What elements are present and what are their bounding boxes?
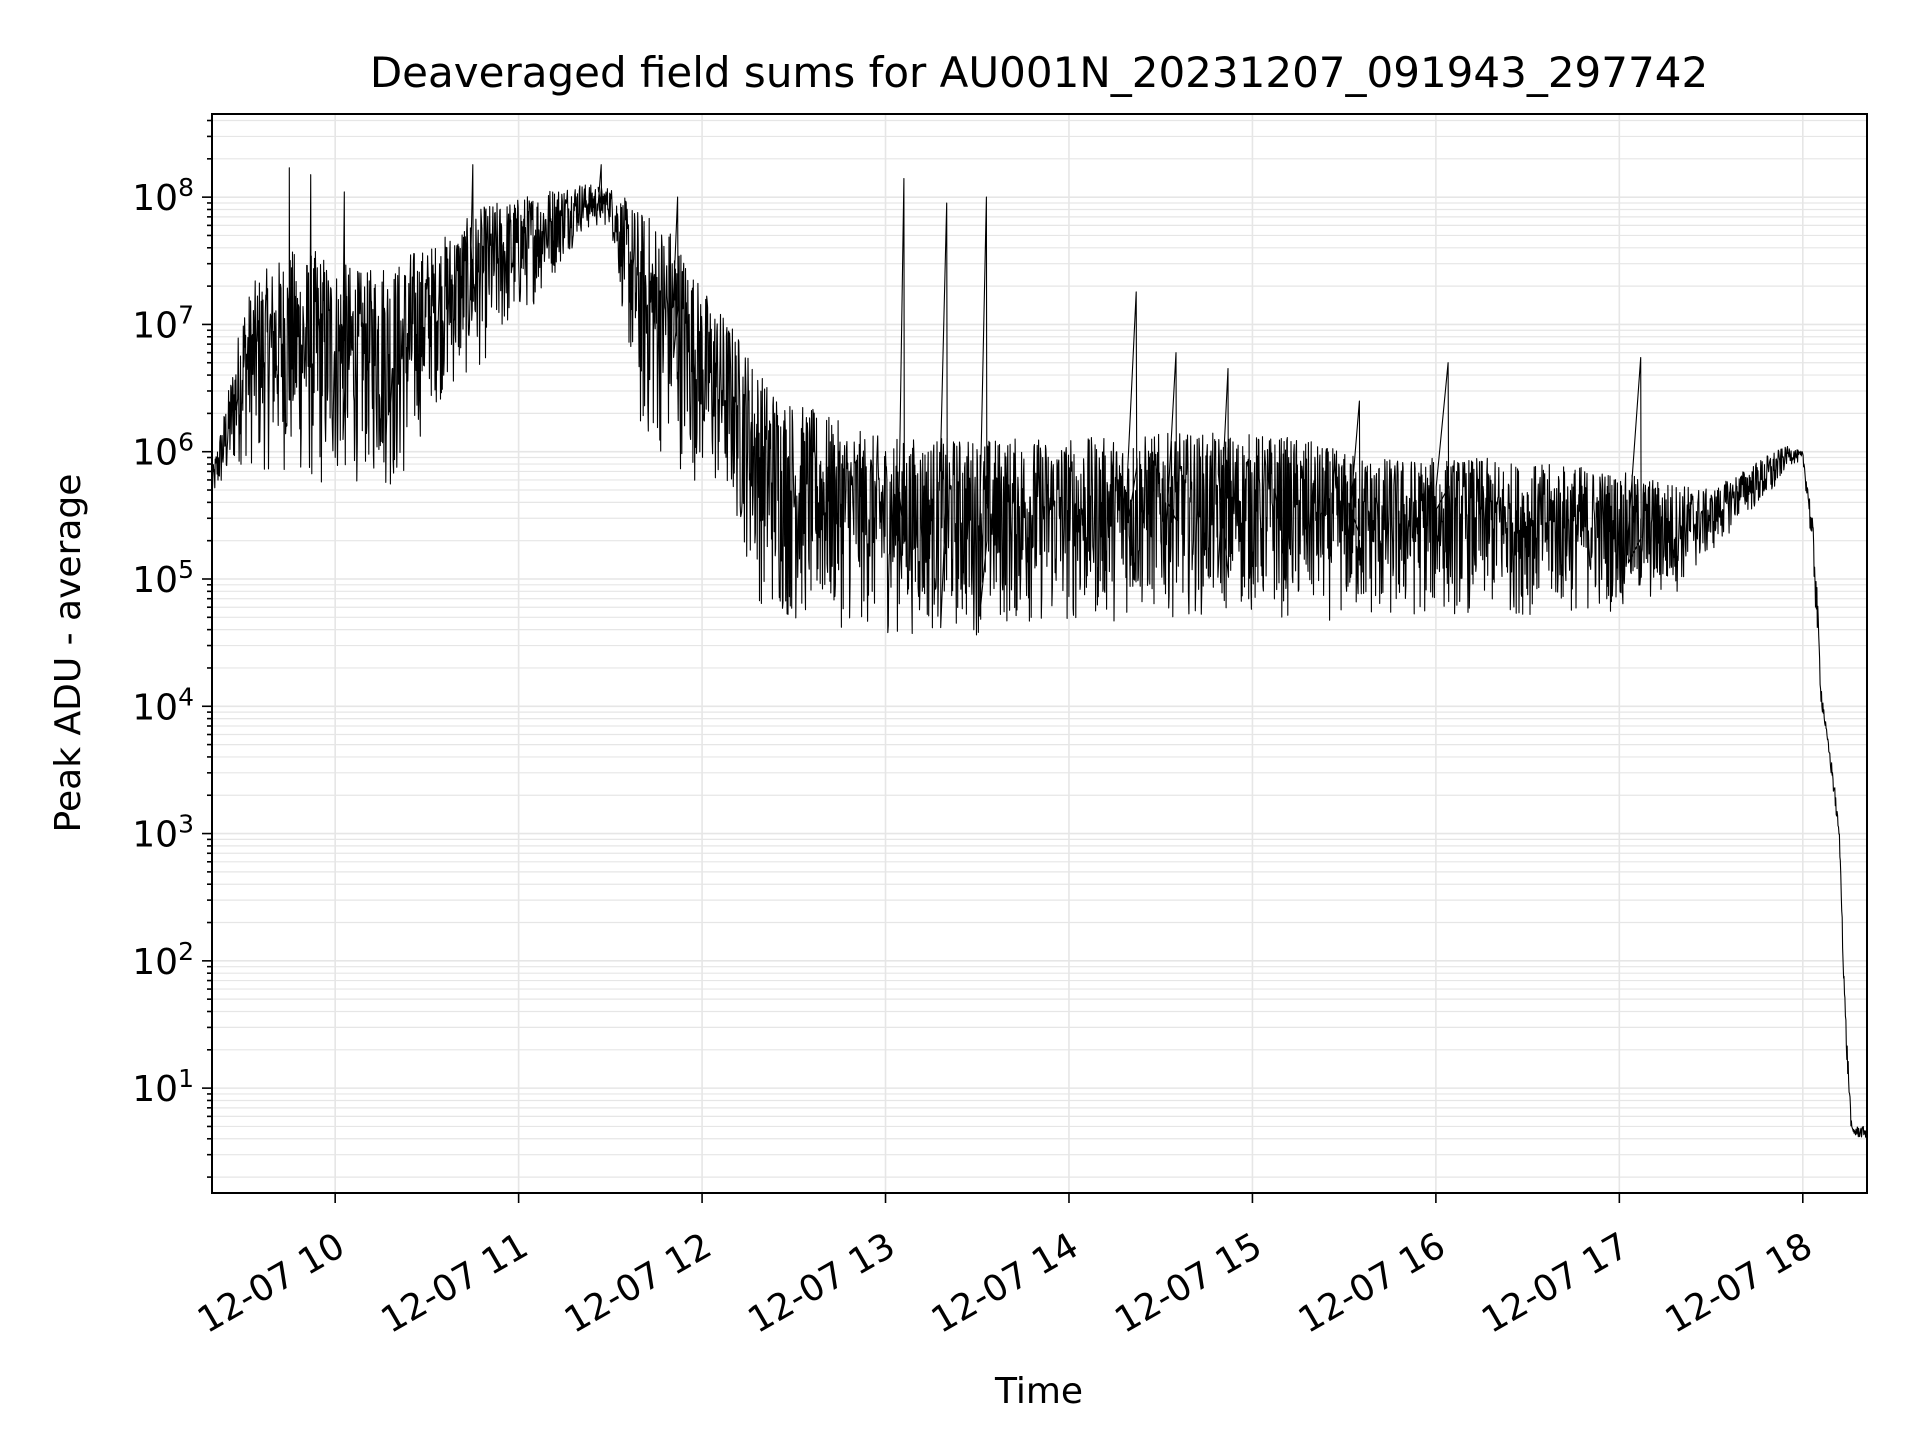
series-path [211, 164, 1868, 1138]
y-tick-label: 107 [132, 300, 194, 346]
y-tick-label: 104 [132, 682, 194, 728]
chart-title: Deaveraged field sums for AU001N_2023120… [370, 48, 1708, 97]
grid [212, 114, 1867, 1193]
y-tick-label: 108 [132, 173, 194, 219]
y-tick-label: 102 [132, 937, 194, 983]
plot-frame [211, 113, 1868, 1194]
y-tick-label: 106 [132, 428, 194, 474]
x-axis-label: Time [994, 1371, 1083, 1412]
y-tick-label: 105 [132, 555, 194, 601]
series-line [211, 164, 1868, 1138]
y-tick-label: 103 [132, 810, 194, 856]
y-tick-label: 101 [132, 1064, 194, 1110]
y-axis-label: Peak ADU - average [48, 474, 89, 833]
y-axis: 101 102 103 104 105 106 107 108 [132, 119, 212, 1178]
